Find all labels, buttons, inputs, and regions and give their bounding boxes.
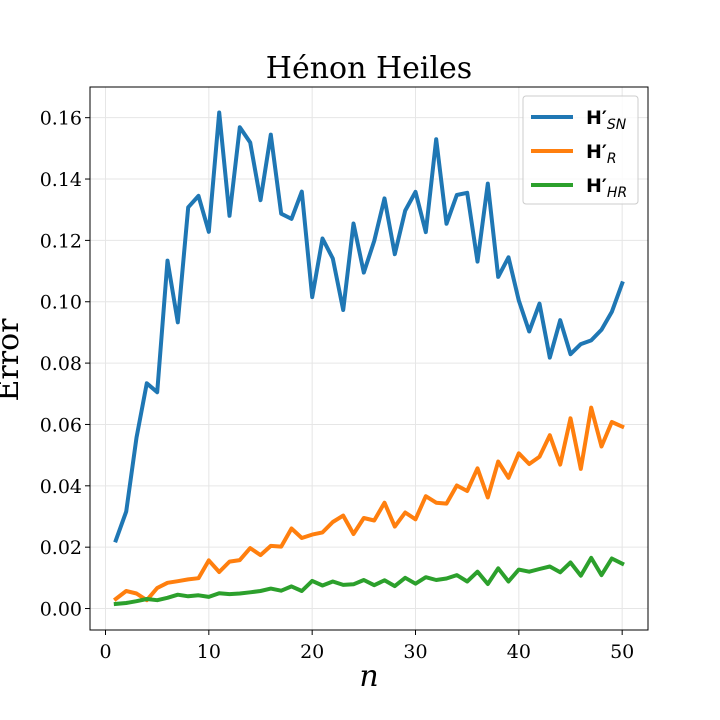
legend-label-main: H′	[586, 107, 607, 129]
legend-label-sub: R	[607, 151, 617, 167]
x-tick-label: 50	[610, 641, 634, 663]
x-tick-label: 20	[300, 641, 324, 663]
legend-label-sub: HR	[607, 185, 627, 201]
y-tick-label: 0.08	[40, 353, 82, 375]
y-tick-label: 0.06	[40, 414, 82, 436]
legend-label-sub: SN	[607, 117, 627, 133]
series-layer	[112, 110, 625, 607]
y-tick-label: 0.12	[40, 230, 82, 252]
legend-box	[522, 95, 639, 205]
x-tick-label: 0	[99, 641, 111, 663]
x-axis-label: n	[359, 659, 378, 694]
plot-frame	[89, 86, 649, 631]
x-tick-label: 30	[403, 641, 427, 663]
ticks: 0 10 20 30 40 50 0.00 0.02 0.04 0.06 0.08 0.10 0.12 0…	[40, 108, 635, 663]
y-tick-label: 0.10	[40, 292, 82, 314]
chart-title: Hénon Heiles	[266, 51, 472, 86]
legend-label-main: H′	[586, 141, 607, 163]
y-tick-label: 0.04	[40, 476, 82, 498]
x-tick-label: 40	[507, 641, 531, 663]
legend-label: H′HR	[586, 175, 627, 201]
series-line-r	[112, 405, 625, 603]
y-tick-label: 0.00	[40, 599, 82, 621]
series-line-sn	[113, 110, 625, 543]
series-line-hr	[113, 555, 625, 607]
y-tick-label: 0.16	[40, 108, 82, 130]
legend-label: H′SN	[586, 107, 627, 133]
x-tick-label: 10	[197, 641, 221, 663]
legend-label-main: H′	[586, 175, 607, 197]
y-axis-label: Error	[0, 318, 26, 402]
legend-label: H′R	[586, 141, 617, 167]
y-tick-label: 0.02	[40, 537, 82, 559]
y-tick-label: 0.14	[40, 169, 82, 191]
legend: H′SNH′RH′HR	[522, 95, 639, 205]
